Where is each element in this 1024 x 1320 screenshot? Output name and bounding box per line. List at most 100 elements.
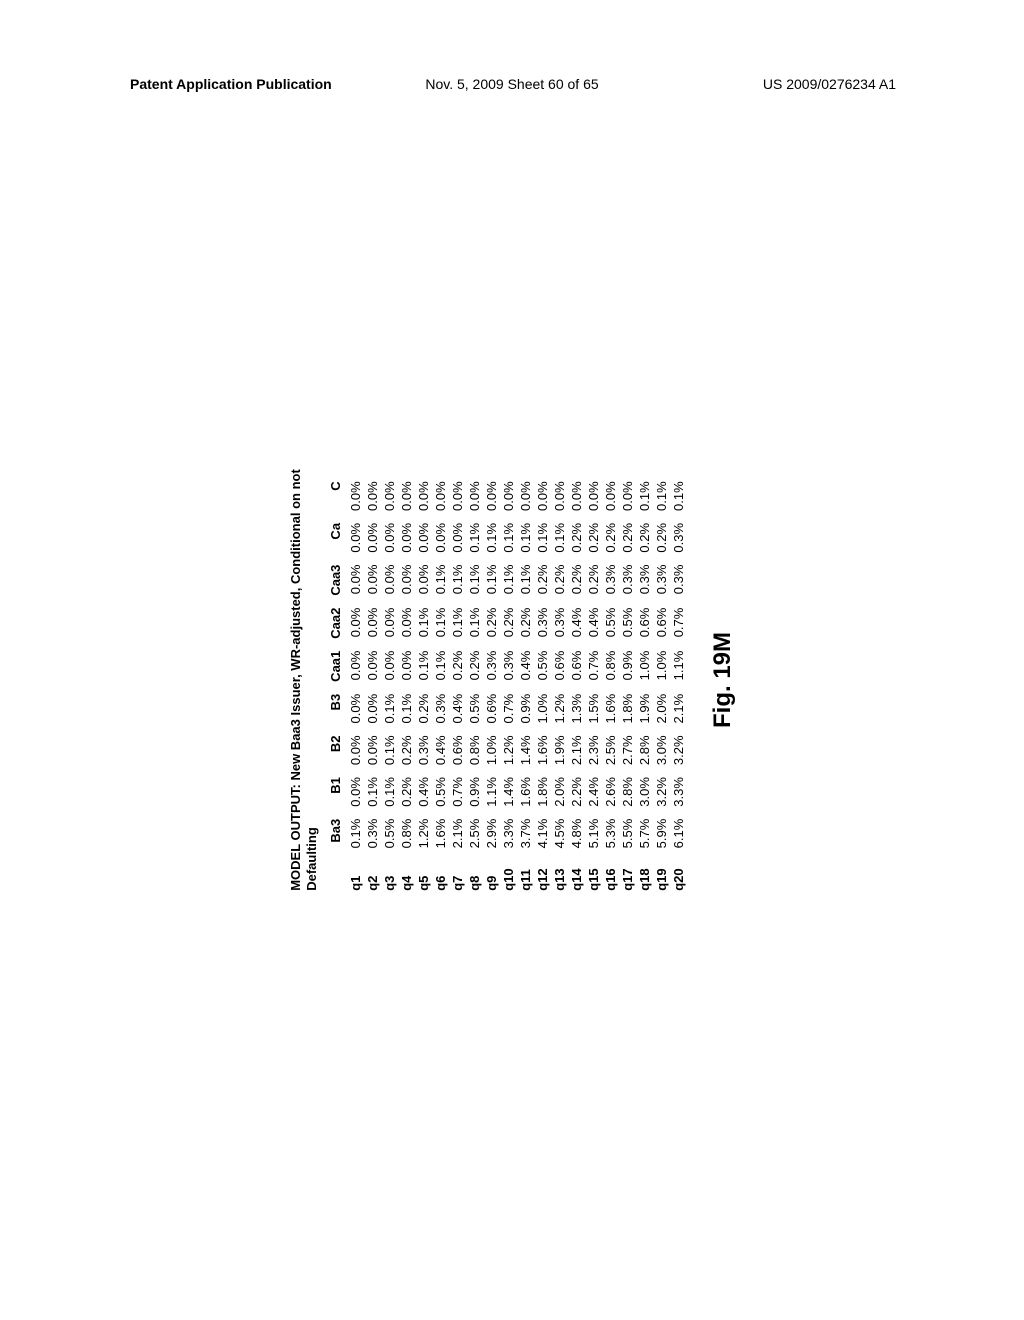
col-header: B2 — [326, 729, 346, 771]
cell: 0.0% — [431, 517, 448, 559]
cell: 2.0% — [550, 771, 567, 813]
table-row: q20.3%0.1%0.0%0.0%0.0%0.0%0.0%0.0%0.0% — [363, 475, 380, 890]
cell: 0.3% — [363, 813, 380, 855]
cell: 3.7% — [516, 813, 533, 855]
cell: 0.0% — [346, 517, 363, 559]
cell: 0.0% — [618, 475, 635, 517]
cell: 0.2% — [397, 729, 414, 771]
cell: 0.0% — [465, 475, 482, 517]
cell: 0.0% — [431, 475, 448, 517]
cell: 2.8% — [635, 729, 652, 771]
cell: 0.0% — [346, 729, 363, 771]
cell: 0.1% — [431, 559, 448, 602]
cell: 0.0% — [397, 645, 414, 688]
cell: 0.1% — [465, 559, 482, 602]
col-header: Caa3 — [326, 559, 346, 602]
row-label: q13 — [550, 854, 567, 890]
cell: 0.4% — [431, 729, 448, 771]
col-header: Ba3 — [326, 813, 346, 855]
cell: 0.5% — [465, 688, 482, 730]
cell: 2.2% — [567, 771, 584, 813]
cell: 0.2% — [516, 602, 533, 645]
cell: 0.4% — [414, 771, 431, 813]
cell: 2.6% — [601, 771, 618, 813]
cell: 0.0% — [601, 475, 618, 517]
cell: 0.2% — [499, 602, 516, 645]
cell: 0.1% — [516, 559, 533, 602]
cell: 0.0% — [363, 602, 380, 645]
cell: 0.1% — [652, 475, 669, 517]
cell: 0.1% — [499, 517, 516, 559]
cell: 0.1% — [346, 813, 363, 855]
cell: 5.7% — [635, 813, 652, 855]
cell: 1.6% — [431, 813, 448, 855]
cell: 1.2% — [499, 729, 516, 771]
row-label: q1 — [346, 854, 363, 890]
cell: 1.8% — [618, 688, 635, 730]
table-row: q10.1%0.0%0.0%0.0%0.0%0.0%0.0%0.0%0.0% — [346, 475, 363, 890]
cell: 1.4% — [516, 729, 533, 771]
cell: 0.0% — [397, 475, 414, 517]
cell: 0.3% — [618, 559, 635, 602]
row-label: q5 — [414, 854, 431, 890]
cell: 4.1% — [533, 813, 550, 855]
cell: 2.0% — [652, 688, 669, 730]
cell: 0.1% — [499, 559, 516, 602]
row-label: q10 — [499, 854, 516, 890]
cell: 0.1% — [380, 771, 397, 813]
cell: 0.0% — [346, 771, 363, 813]
row-label: q16 — [601, 854, 618, 890]
cell: 5.5% — [618, 813, 635, 855]
cell: 0.2% — [567, 517, 584, 559]
cell: 1.1% — [482, 771, 499, 813]
cell: 0.3% — [669, 559, 686, 602]
table-row: q155.1%2.4%2.3%1.5%0.7%0.4%0.2%0.2%0.0% — [584, 475, 601, 890]
cell: 0.2% — [482, 602, 499, 645]
cell: 0.0% — [414, 475, 431, 517]
cell: 0.4% — [584, 602, 601, 645]
cell: 3.0% — [635, 771, 652, 813]
cell: 0.9% — [618, 645, 635, 688]
row-label: q9 — [482, 854, 499, 890]
cell: 2.9% — [482, 813, 499, 855]
cell: 0.8% — [601, 645, 618, 688]
cell: 0.0% — [482, 475, 499, 517]
cell: 2.1% — [448, 813, 465, 855]
cell: 0.7% — [669, 602, 686, 645]
row-label: q4 — [397, 854, 414, 890]
cell: 2.4% — [584, 771, 601, 813]
table-row: q185.7%3.0%2.8%1.9%1.0%0.6%0.3%0.2%0.1% — [635, 475, 652, 890]
model-output-title: MODEL OUTPUT: New Baa3 Issuer, WR-adjust… — [288, 469, 321, 891]
cell: 0.2% — [584, 517, 601, 559]
cell: 0.1% — [431, 645, 448, 688]
title-line-1: MODEL OUTPUT: New Baa3 Issuer, WR-adjust… — [288, 469, 303, 891]
cell: 0.5% — [380, 813, 397, 855]
cell: 0.2% — [567, 559, 584, 602]
cell: 0.2% — [652, 517, 669, 559]
table-row: q124.1%1.8%1.6%1.0%0.5%0.3%0.2%0.1%0.0% — [533, 475, 550, 890]
cell: 0.5% — [431, 771, 448, 813]
cell: 0.1% — [414, 645, 431, 688]
cell: 0.8% — [397, 813, 414, 855]
row-label: q18 — [635, 854, 652, 890]
rotated-content: MODEL OUTPUT: New Baa3 Issuer, WR-adjust… — [288, 469, 737, 891]
cell: 0.0% — [550, 475, 567, 517]
cell: 0.8% — [465, 729, 482, 771]
row-label: q15 — [584, 854, 601, 890]
cell: 0.0% — [397, 559, 414, 602]
cell: 0.1% — [380, 729, 397, 771]
cell: 1.9% — [635, 688, 652, 730]
cell: 0.3% — [414, 729, 431, 771]
table-row: q51.2%0.4%0.3%0.2%0.1%0.1%0.0%0.0%0.0% — [414, 475, 431, 890]
cell: 0.3% — [482, 645, 499, 688]
cell: 5.3% — [601, 813, 618, 855]
cell: 0.4% — [448, 688, 465, 730]
cell: 0.0% — [346, 559, 363, 602]
cell: 0.7% — [584, 645, 601, 688]
cell: 0.3% — [601, 559, 618, 602]
cell: 0.0% — [414, 517, 431, 559]
cell: 0.0% — [448, 517, 465, 559]
cell: 0.2% — [397, 771, 414, 813]
table-row: q113.7%1.6%1.4%0.9%0.4%0.2%0.1%0.1%0.0% — [516, 475, 533, 890]
cell: 0.0% — [346, 475, 363, 517]
